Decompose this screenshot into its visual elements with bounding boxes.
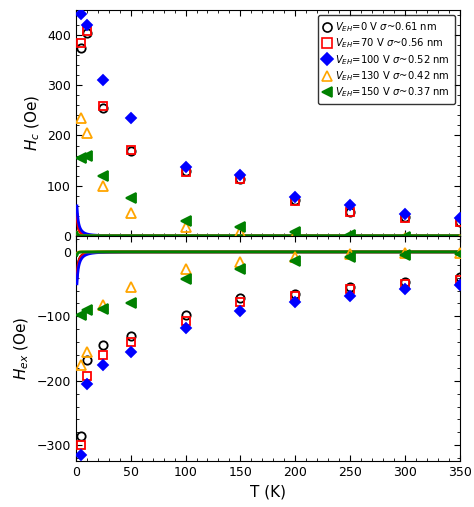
Y-axis label: $H_{ex}$ (Oe): $H_{ex}$ (Oe) <box>13 317 31 380</box>
Legend: $V_{EH}$=0 V $\sigma$~0.61 nm, $V_{EH}$=70 V $\sigma$~0.56 nm, $V_{EH}$=100 V $\: $V_{EH}$=0 V $\sigma$~0.61 nm, $V_{EH}$=… <box>318 15 455 104</box>
X-axis label: T (K): T (K) <box>250 485 286 500</box>
Y-axis label: $H_c$ (Oe): $H_c$ (Oe) <box>23 95 42 151</box>
